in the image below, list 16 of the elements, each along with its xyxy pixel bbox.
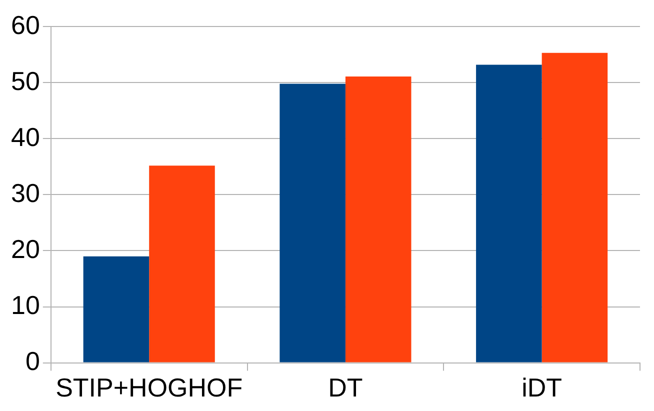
y-tick-label: 60 <box>11 10 40 40</box>
bar <box>476 64 542 362</box>
y-tick-label: 40 <box>11 122 40 152</box>
bar <box>345 76 412 362</box>
x-tick-label: DT <box>328 372 363 403</box>
bar <box>83 256 150 362</box>
bar <box>280 84 346 362</box>
y-tick-label: 10 <box>11 290 40 320</box>
y-tick-label: 50 <box>11 66 40 96</box>
y-tick-label: 20 <box>11 234 40 264</box>
x-tick-label: iDT <box>522 372 562 403</box>
x-tick-label: STIP+HOGHOF <box>56 372 243 403</box>
y-tick-label: 0 <box>25 346 40 376</box>
y-tick-label: 30 <box>11 178 40 208</box>
bar <box>542 52 608 362</box>
bar <box>149 166 215 362</box>
